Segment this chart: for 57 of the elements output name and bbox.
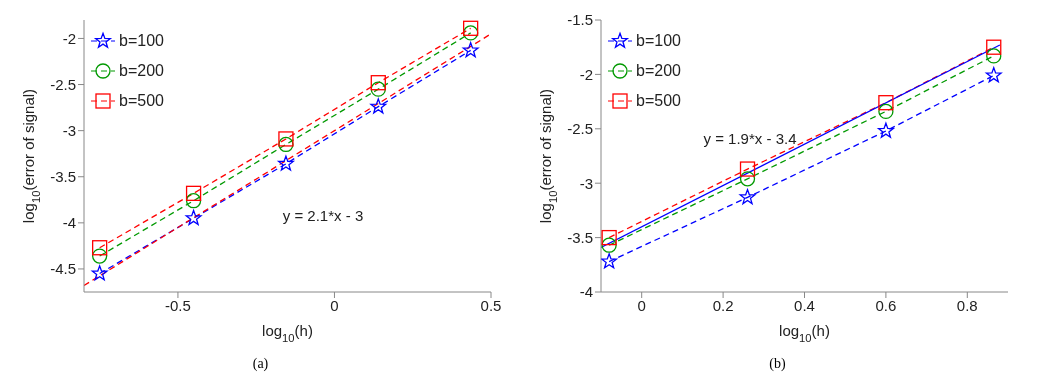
point bbox=[601, 253, 618, 269]
y-tick-label: -2 bbox=[579, 65, 593, 83]
y-tick-label: -2 bbox=[62, 29, 76, 47]
y-tick-label: -4 bbox=[579, 283, 593, 301]
legend-label: b=200 bbox=[636, 62, 681, 80]
legend-label: b=100 bbox=[119, 32, 164, 50]
point bbox=[877, 122, 894, 138]
point bbox=[739, 171, 756, 187]
x-tick-label: 0.5 bbox=[480, 296, 502, 314]
x-tick-label: 0.8 bbox=[956, 296, 978, 314]
point bbox=[985, 67, 1002, 83]
point bbox=[92, 240, 108, 256]
y-tick-label: -3 bbox=[62, 121, 76, 139]
point bbox=[370, 81, 386, 97]
point bbox=[739, 188, 756, 205]
legend-label: b=100 bbox=[636, 32, 681, 50]
y-tick-label: -2.5 bbox=[50, 75, 76, 93]
y-tick-label: -3.5 bbox=[567, 228, 593, 246]
point bbox=[185, 193, 202, 209]
point bbox=[601, 237, 617, 253]
point bbox=[601, 229, 617, 246]
x-tick-label: 0 bbox=[330, 296, 339, 314]
point bbox=[370, 75, 386, 91]
y-tick-label: -4.5 bbox=[50, 260, 76, 278]
point bbox=[462, 42, 479, 58]
x-tick-label: 0.6 bbox=[875, 296, 897, 314]
y-tick-label: -2.5 bbox=[567, 120, 593, 138]
point bbox=[91, 265, 108, 281]
y-tick-label: -4 bbox=[62, 214, 76, 232]
text: (a) bbox=[251, 356, 270, 372]
y-tick-label: -3.5 bbox=[50, 168, 76, 186]
x-tick-label: 0.2 bbox=[712, 296, 734, 314]
annotation: y = 2.1*x - 3 bbox=[282, 207, 364, 224]
point bbox=[878, 103, 894, 120]
point bbox=[277, 155, 294, 171]
x-axis-title: log$_{10}$(h) bbox=[262, 322, 313, 344]
point bbox=[878, 95, 894, 111]
legend-label: b=500 bbox=[636, 92, 681, 110]
point bbox=[463, 20, 479, 36]
point bbox=[185, 185, 202, 201]
legend-label: b=200 bbox=[119, 62, 164, 80]
x-tick-label: 0 bbox=[637, 296, 646, 314]
legend-label: b=500 bbox=[119, 92, 164, 110]
point bbox=[986, 48, 1002, 64]
annotation: y = 1.9*x - 3.4 bbox=[703, 130, 797, 147]
x-axis-title: log$_{10}$(h) bbox=[779, 322, 830, 344]
x-tick-label: 0.4 bbox=[794, 296, 815, 314]
point bbox=[986, 39, 1002, 55]
point bbox=[92, 248, 108, 264]
text: (b) bbox=[768, 356, 787, 372]
y-tick-label: -3 bbox=[579, 174, 593, 192]
point bbox=[739, 161, 756, 177]
point bbox=[278, 131, 294, 147]
y-tick-label: -1.5 bbox=[567, 11, 593, 29]
point bbox=[185, 209, 202, 226]
point bbox=[370, 98, 387, 114]
x-tick-label: -0.5 bbox=[164, 296, 191, 314]
